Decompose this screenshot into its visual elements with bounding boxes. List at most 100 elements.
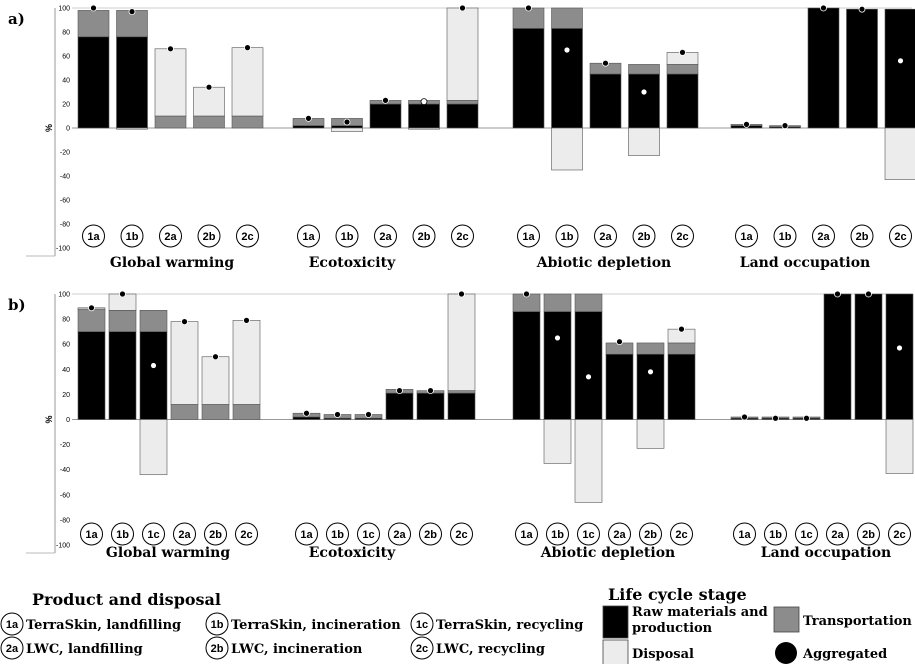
bar-2b: 2b [193,83,225,248]
bar-2b: 2b [201,353,230,546]
code-circle [82,224,105,248]
code-badge-1a: 1a [82,224,105,248]
code-badge-1b: 1b [555,224,579,248]
legend-swatch [602,605,629,639]
y-tick-label: 0 [66,417,70,424]
segment-transportation [666,64,699,75]
code-label: 1a [85,529,98,541]
code-circle [594,224,617,248]
code-label: 2a [599,231,612,243]
segment-disposal [193,86,225,117]
code-badge-2b: 2b [197,224,221,248]
code-label: 1b [126,231,139,243]
code-circle [111,522,134,546]
code-label: 2a [613,529,626,541]
segment-disposal [116,127,148,130]
bar-group: 1a 1b 2a 2b 2c Ecotoxicity [292,4,479,271]
segment-raw-materials [416,392,445,420]
legend-label: TerraSkin, landfilling [26,618,181,633]
panel-label: b) [8,296,26,314]
code-label: 2b [209,529,222,541]
code-label: 2a [831,529,844,541]
y-tick-label: 20 [62,392,70,399]
bar-2c: 2c [231,44,264,248]
legend-code: 2a [0,636,24,660]
legend-code: 1b [205,612,229,636]
code-badge-1b: 1b [326,522,349,546]
aggregated-marker [554,334,561,342]
code-label: 1b [211,619,224,631]
segment-raw-materials [605,353,634,420]
bar-2a: 2a [170,318,199,546]
segment-raw-materials [292,416,321,420]
code-label: 1a [522,231,535,243]
bar-2c: 2c [446,4,479,248]
aggregated-marker [128,8,136,15]
code-badge-2a: 2a [173,522,196,546]
code-circle [826,522,849,546]
aggregated-marker [523,290,530,298]
legend-title: Life cycle stage [608,585,747,604]
segment-disposal [154,48,187,117]
code-circle [857,522,880,546]
legend-code: 2b [205,636,229,660]
code-badge-2a: 2a [608,522,631,546]
code-circle [608,522,631,546]
code-label: 2a [178,529,191,541]
code-label: 2c [456,231,468,243]
code-label: 1b [331,529,344,541]
code-badge-2b: 2b [632,224,656,248]
code-badge-1b: 1b [120,224,144,248]
code-circle [450,522,473,546]
segment-raw-materials [77,331,106,420]
bar-group: 1a 1b 2a 2b 2c Global warming [77,4,264,271]
bar-1b: 1b [108,290,137,546]
code-badge-1b: 1b [773,224,797,248]
legend-label: LWC, recycling [436,642,545,657]
category-label: Ecotoxicity [309,255,396,271]
y-tick-label: -60 [60,198,70,205]
aggregated-marker [820,4,827,12]
segment-transportation [77,308,106,332]
bar-group: 1a 1b 2a 2b 2c Land occupation [730,4,915,271]
code-circle [142,522,165,546]
code-circle [889,224,912,248]
y-tick-label: 40 [62,367,70,374]
bar-1b: 1b [323,411,352,546]
legend-code: 2c [410,636,434,660]
code-circle [159,224,182,248]
bar-1a: 1a [77,4,110,248]
bar-2a: 2a [385,387,414,546]
code-label: 1c [582,529,594,541]
code-label: 2c [241,231,253,243]
code-label: 1a [6,619,19,631]
legend-code: 1a [0,612,24,636]
code-circle [80,522,103,546]
bar-2a: 2a [369,97,402,248]
bar-2b: 2b [636,342,665,546]
aggregated-marker [525,4,532,12]
aggregated-marker [205,83,213,91]
code-circle [670,522,693,546]
code-circle [410,636,434,660]
aggregated-marker [334,411,341,418]
code-badge-2b: 2b [204,522,227,546]
code-circle [326,522,349,546]
bar-1a: 1a [292,115,325,248]
code-circle [577,522,600,546]
code-badge-2b: 2b [850,224,874,248]
segment-raw-materials [512,28,545,129]
y-tick-label: 60 [62,54,70,61]
code-badge-2a: 2a [594,224,617,248]
y-axis-label: % [44,124,54,132]
code-label: 2a [6,643,19,655]
code-label: 1b [551,529,564,541]
aggregated-marker [563,46,571,54]
code-badge-1c: 1c [357,522,380,546]
code-label: 1c [800,529,812,541]
code-label: 1a [520,529,533,541]
legend-item-2a: 2a LWC, landfilling [0,636,143,660]
code-label: 1a [87,231,100,243]
code-circle [764,522,787,546]
